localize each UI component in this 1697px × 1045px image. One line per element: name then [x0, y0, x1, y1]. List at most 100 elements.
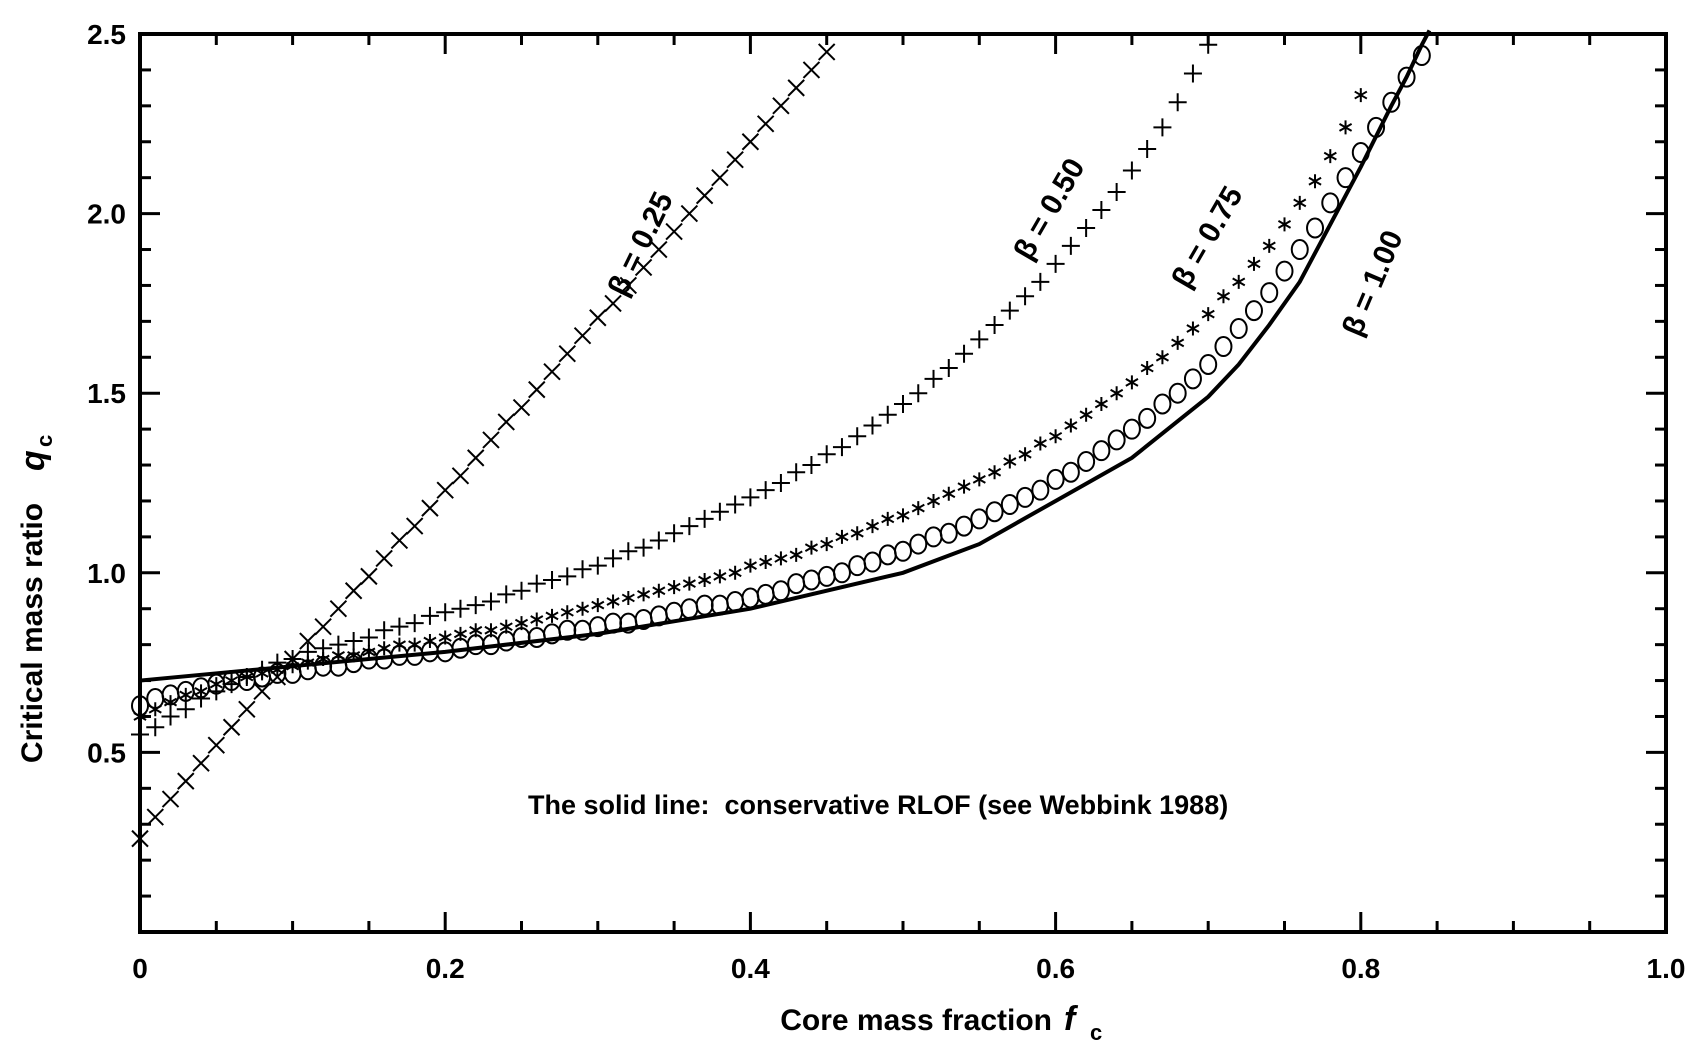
- data-point-plus: [939, 359, 958, 378]
- data-point-star: [759, 555, 773, 570]
- data-point-plus: [710, 502, 729, 521]
- data-point-star: [698, 572, 712, 587]
- x-tick-label: 0: [132, 953, 148, 984]
- data-point-x: [619, 276, 638, 295]
- data-point-star: [163, 695, 178, 710]
- x-tick-label: 0.2: [426, 953, 465, 984]
- data-point-star: [896, 508, 910, 523]
- data-point-x: [360, 567, 378, 586]
- data-point-star: [774, 551, 788, 566]
- data-point-x: [741, 133, 760, 151]
- data-point-x: [756, 115, 775, 133]
- data-point-x: [192, 754, 210, 772]
- data-point-circle: [863, 551, 882, 573]
- data-point-x: [451, 467, 470, 485]
- data-point-circle: [1199, 353, 1218, 375]
- data-point-circle: [1000, 494, 1019, 516]
- annotation-text: The solid line: conservative RLOF (see W…: [528, 790, 1228, 820]
- data-point-star: [926, 493, 941, 508]
- y-tick-label: 2.0: [87, 199, 126, 230]
- data-point-x: [817, 43, 836, 61]
- data-point-circle: [894, 540, 912, 562]
- data-point-star: [194, 684, 208, 699]
- data-point-plus: [1000, 301, 1019, 320]
- data-point-star: [1354, 88, 1368, 103]
- x-tick-label: 0.8: [1341, 953, 1380, 984]
- data-point-star: [606, 594, 620, 609]
- data-point-plus: [695, 509, 714, 528]
- data-point-circle: [1122, 418, 1141, 440]
- data-point-circle: [726, 591, 745, 613]
- x-axis-label: Core mass fraction: [780, 1004, 1052, 1037]
- curve-label-beta-075: β = 0.75: [1165, 181, 1249, 294]
- data-point-x: [421, 499, 439, 517]
- data-point-star: [804, 540, 819, 555]
- data-point-star: [1277, 217, 1292, 232]
- data-point-circle: [131, 695, 149, 717]
- data-point-star: [957, 479, 971, 494]
- data-point-star: [362, 644, 376, 659]
- data-point-circle: [1077, 450, 1096, 472]
- data-point-x: [146, 808, 164, 826]
- data-point-star: [1155, 350, 1169, 365]
- data-point-plus: [604, 549, 623, 568]
- data-point-plus: [588, 556, 607, 575]
- data-point-circle: [832, 562, 851, 584]
- data-point-star: [1262, 238, 1276, 253]
- data-point-circle: [1229, 318, 1248, 340]
- data-point-circle: [1397, 66, 1416, 88]
- data-point-circle: [1107, 429, 1126, 451]
- data-point-star: [1323, 149, 1337, 164]
- data-point-circle: [1290, 239, 1309, 261]
- data-point-plus: [375, 621, 394, 640]
- data-point-star: [224, 673, 239, 688]
- data-point-x: [726, 151, 744, 169]
- data-point-x: [344, 582, 363, 600]
- axis-ticks: [138, 32, 1668, 934]
- data-point-plus: [970, 330, 989, 349]
- y-tick-label: 2.5: [87, 19, 126, 50]
- data-point-circle: [1031, 479, 1050, 501]
- data-point-x: [573, 327, 592, 345]
- data-point-star: [1201, 307, 1215, 322]
- data-point-circle: [497, 630, 516, 652]
- data-point-x: [299, 632, 317, 650]
- data-point-star: [1094, 396, 1108, 411]
- data-point-x: [390, 531, 409, 550]
- data-point-plus: [863, 416, 882, 435]
- data-point-plus: [787, 463, 806, 482]
- data-point-x: [177, 772, 195, 790]
- data-point-circle: [771, 580, 790, 602]
- data-point-circle: [680, 598, 699, 620]
- data-point-x: [482, 431, 500, 449]
- y-tick-label: 0.5: [87, 737, 126, 768]
- data-point-plus: [634, 538, 653, 557]
- data-point-star: [575, 601, 590, 616]
- data-point-star: [713, 569, 727, 584]
- tick-labels: 0 0.2 0.4 0.6 0.8 1.0 0.5 1.0 1.5 2.0 2.5: [87, 19, 1685, 984]
- data-point-star: [1018, 447, 1032, 462]
- series-*: [133, 88, 1368, 724]
- data-point-star: [850, 526, 864, 541]
- data-point-star: [1308, 174, 1322, 189]
- data-point-x: [543, 362, 561, 381]
- data-point-plus: [527, 574, 546, 593]
- data-point-x: [375, 549, 393, 568]
- data-point-plus: [420, 606, 439, 625]
- data-point-plus: [832, 438, 851, 457]
- x-axis-symbol: f: [1064, 1000, 1079, 1038]
- data-point-x: [787, 79, 805, 97]
- data-point-circle: [527, 626, 546, 648]
- curve-label-beta-025: β = 0.25: [602, 187, 680, 301]
- data-point-star: [789, 547, 803, 562]
- data-point-plus: [619, 542, 638, 561]
- data-point-plus: [1061, 236, 1080, 255]
- data-point-star: [560, 605, 574, 620]
- data-point-plus: [985, 315, 1004, 334]
- y-tick-label: 1.0: [87, 558, 126, 589]
- data-point-star: [1003, 454, 1017, 469]
- data-point-plus: [848, 427, 867, 446]
- data-point-x: [329, 600, 348, 618]
- data-point-plus: [359, 628, 378, 647]
- data-point-x: [161, 790, 180, 808]
